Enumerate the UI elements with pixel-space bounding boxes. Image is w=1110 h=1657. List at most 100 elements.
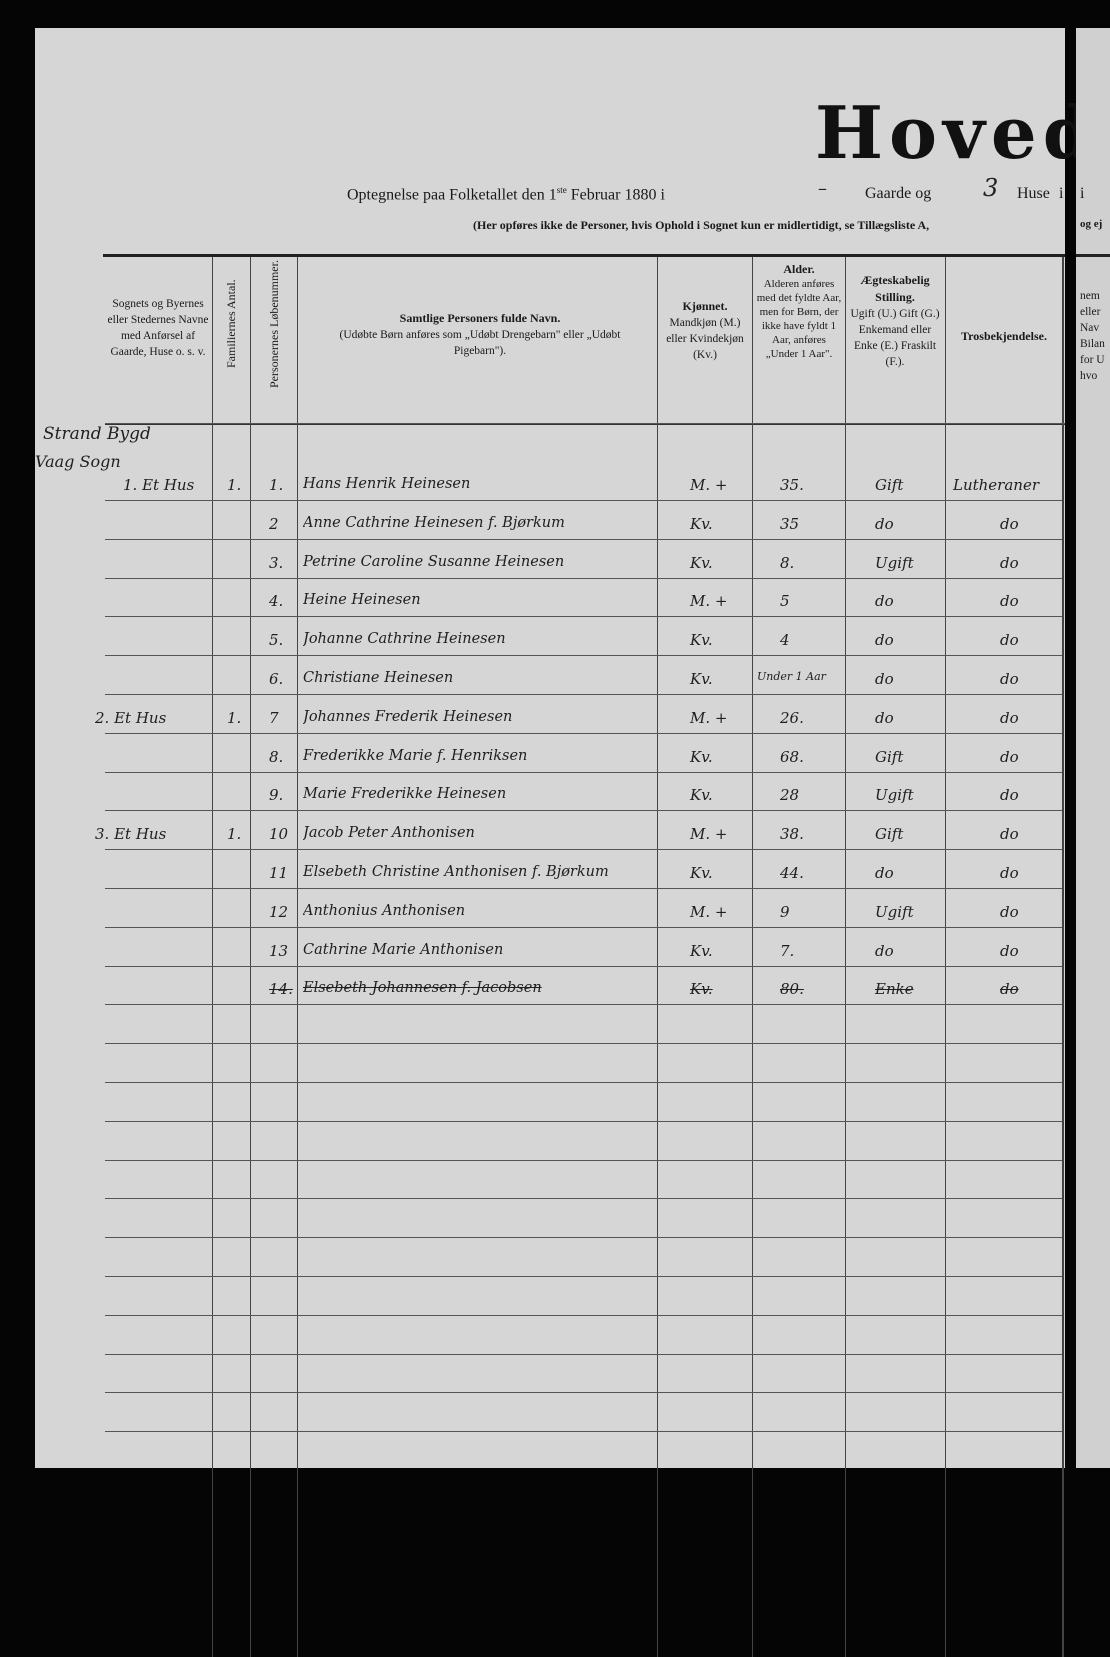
person-sex: M. + bbox=[690, 902, 728, 921]
huse-value: 3 bbox=[983, 174, 999, 202]
header-bottom-rule bbox=[105, 423, 1065, 425]
instruction-line: (Her opføres ikke de Personer, hvis Opho… bbox=[473, 218, 930, 232]
row-rule bbox=[105, 1120, 1062, 1122]
person-sex: Kv. bbox=[690, 786, 713, 805]
family-count: 1. bbox=[227, 708, 242, 727]
place-name: Strand Bygd bbox=[43, 424, 151, 444]
census-date-year: Februar 1880 i bbox=[566, 186, 665, 204]
header-age-title: Alder. bbox=[783, 262, 815, 276]
next-page-strip: i og ej nem eller Nav Bilan for U hvo bbox=[1076, 28, 1110, 1468]
person-marital: do bbox=[875, 864, 894, 882]
next-page-header-fragment: Nav bbox=[1080, 322, 1100, 334]
next-page-line2: og ej bbox=[1080, 218, 1103, 230]
person-religion: do bbox=[1000, 941, 1019, 960]
person-religion: do bbox=[1000, 747, 1019, 766]
line-end: i bbox=[1059, 185, 1064, 202]
col-divider bbox=[250, 257, 251, 1657]
header-name: Samtlige Personers fulde Navn. (Udøbte B… bbox=[325, 310, 635, 359]
person-sex: M. + bbox=[690, 708, 728, 727]
person-number: 3. bbox=[269, 553, 284, 572]
row-rule bbox=[105, 965, 1062, 967]
person-marital: Enke bbox=[875, 980, 914, 999]
family-count: 1. bbox=[227, 825, 242, 844]
row-rule bbox=[105, 1431, 1062, 1433]
person-name: Elsebeth Johannesen f. Jacobsen bbox=[303, 980, 542, 997]
person-religion: do bbox=[1000, 631, 1019, 650]
col-divider bbox=[657, 257, 658, 1657]
row-rule bbox=[105, 849, 1062, 851]
person-religion: Lutheraner bbox=[953, 476, 1040, 494]
person-number: 2 bbox=[269, 514, 279, 533]
person-number: 5. bbox=[269, 631, 284, 650]
person-sex: M. + bbox=[690, 825, 728, 844]
row-rule bbox=[105, 771, 1062, 773]
person-religion: do bbox=[1000, 514, 1019, 533]
header-religion: Trosbekjendelse. bbox=[947, 328, 1061, 345]
person-marital: Gift bbox=[875, 747, 904, 766]
census-date-text: Optegnelse paa Folketallet den 1 bbox=[347, 186, 557, 204]
person-marital: Gift bbox=[875, 825, 904, 844]
person-number: 10 bbox=[269, 825, 289, 844]
person-sex: Kv. bbox=[690, 514, 713, 533]
row-rule bbox=[105, 500, 1062, 501]
person-marital: do bbox=[875, 592, 894, 611]
person-name: Johannes Frederik Heinesen bbox=[303, 708, 513, 725]
person-religion: do bbox=[1000, 864, 1019, 882]
person-age: 38. bbox=[780, 825, 804, 844]
header-person-no: Personernes Løbenummer. bbox=[267, 260, 281, 388]
next-page-header-fragment: Bilan bbox=[1080, 338, 1105, 350]
person-marital: Ugift bbox=[875, 786, 914, 805]
person-number: 6. bbox=[269, 670, 284, 688]
person-name: Hans Henrik Heinesen bbox=[303, 476, 471, 492]
person-religion: do bbox=[1000, 670, 1019, 688]
person-sex: Kv. bbox=[690, 631, 713, 650]
person-name: Marie Frederikke Heinesen bbox=[303, 786, 507, 803]
person-age: 8. bbox=[780, 553, 795, 572]
person-age: 68. bbox=[780, 747, 804, 766]
next-page-header-fragment: eller bbox=[1080, 306, 1101, 318]
person-marital: Ugift bbox=[875, 553, 914, 572]
person-religion: do bbox=[1000, 825, 1019, 844]
row-rule bbox=[105, 1082, 1062, 1083]
person-number: 9. bbox=[269, 786, 284, 805]
row-rule bbox=[105, 810, 1062, 812]
person-age: 28 bbox=[780, 786, 800, 805]
person-marital: Ugift bbox=[875, 902, 914, 921]
person-age: 5 bbox=[780, 592, 790, 611]
header-age-note: Alderen anføres med det fyldte Aar, men … bbox=[756, 278, 842, 360]
person-age: Under 1 Aar bbox=[757, 670, 826, 683]
header-marital-title: Ægteskabelig Stilling. bbox=[860, 273, 930, 304]
next-page-header-fragment: hvo bbox=[1080, 370, 1098, 382]
header-name-note: (Udøbte Børn anføres som „Udøbt Drengeba… bbox=[339, 329, 621, 357]
person-marital: do bbox=[875, 670, 894, 688]
person-sex: M. + bbox=[690, 592, 728, 611]
person-age: 26. bbox=[780, 708, 804, 727]
person-religion: do bbox=[1000, 980, 1019, 999]
person-marital: do bbox=[875, 708, 894, 727]
gaarde-value: – bbox=[818, 178, 827, 199]
person-name: Johanne Cathrine Heinesen bbox=[303, 631, 506, 648]
person-marital: do bbox=[875, 941, 894, 960]
row-rule bbox=[105, 1237, 1062, 1239]
person-number: 12 bbox=[269, 902, 289, 921]
person-number: 4. bbox=[269, 592, 284, 611]
header-sex: Kjønnet. Mandkjøn (M.) eller Kvindekjøn … bbox=[659, 298, 751, 363]
row-rule bbox=[105, 888, 1062, 889]
person-age: 4 bbox=[780, 631, 790, 650]
person-religion: do bbox=[1000, 553, 1019, 572]
person-name: Elsebeth Christine Anthonisen f. Bjørkum bbox=[303, 864, 609, 880]
row-rule bbox=[105, 655, 1062, 657]
gaarde-label: Gaarde og bbox=[865, 185, 932, 202]
parish-name: Vaag Sogn bbox=[35, 452, 121, 471]
row-rule bbox=[105, 577, 1062, 579]
row-rule bbox=[105, 1198, 1062, 1200]
census-page: Hovedl Optegnelse paa Folketallet den 1s… bbox=[35, 28, 1110, 1657]
person-name: Cathrine Marie Anthonisen bbox=[303, 941, 504, 958]
person-name: Anthonius Anthonisen bbox=[303, 902, 466, 919]
header-marital: Ægteskabelig Stilling. Ugift (U.) Gift (… bbox=[847, 272, 943, 370]
row-rule bbox=[105, 1043, 1062, 1045]
person-name: Jacob Peter Anthonisen bbox=[303, 825, 475, 842]
row-rule bbox=[105, 1392, 1062, 1394]
household-label: 3. Et Hus bbox=[95, 825, 167, 844]
person-age: 7. bbox=[780, 941, 795, 960]
